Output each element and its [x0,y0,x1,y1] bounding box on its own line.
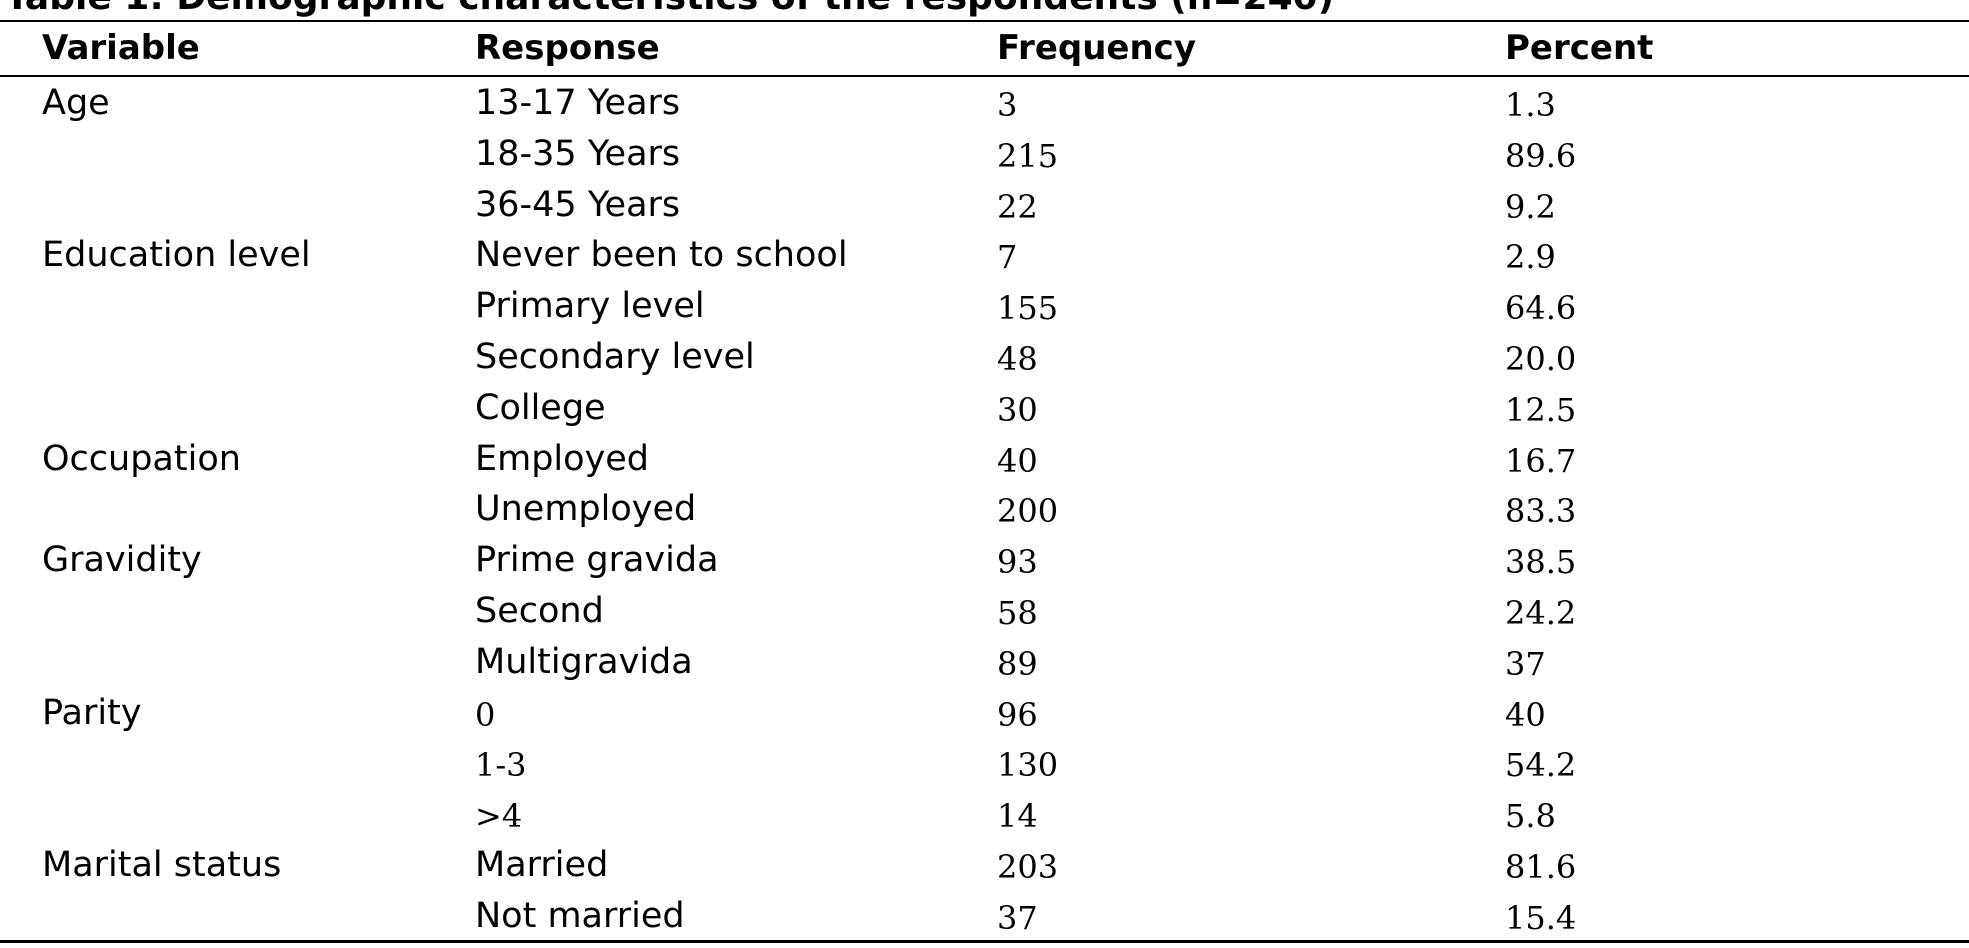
cell-response: Primary level [475,286,705,327]
cell-frequency: 89 [997,644,1038,683]
cell-frequency: 215 [997,136,1059,175]
cell-frequency: 30 [997,390,1038,429]
cell-response: Never been to school [475,235,848,276]
cell-response: 13-17 Years [475,83,681,123]
cell-frequency: 93 [997,543,1038,582]
cell-response: 18-35 Years [475,133,681,174]
cell-percent: 37 [1505,644,1546,683]
cell-frequency: 200 [997,492,1059,531]
cell-percent: 12.5 [1505,390,1577,429]
cell-frequency: 14 [997,797,1038,836]
cell-variable: Gravidity [42,540,202,581]
table-row: >4 14 5.8 [0,791,1969,842]
cell-frequency: 37 [997,898,1038,937]
cell-percent: 38.5 [1505,543,1577,582]
table-header: Variable Response Frequency Percent [0,22,1969,75]
cell-percent: 89.6 [1505,136,1577,175]
cell-percent: 40 [1505,695,1546,734]
table-row: 36-45 Years 22 9.2 [0,182,1969,233]
cell-response: Secondary level [475,336,755,377]
table-row: Second 58 24.2 [0,588,1969,639]
table-row: Multigravida 89 37 [0,639,1969,690]
cell-variable: Education level [42,235,311,276]
cell-percent: 1.3 [1505,86,1556,124]
table-header-rule [0,75,1969,77]
cell-variable: Age [42,83,110,123]
table-row: 1-3 130 54.2 [0,740,1969,791]
cell-frequency: 7 [997,238,1018,277]
cell-variable: Parity [42,692,142,733]
header-variable: Variable [42,28,200,68]
cell-response: Not married [475,895,685,936]
header-percent: Percent [1505,28,1654,68]
table-bottom-rule [0,940,1969,943]
cell-frequency: 3 [997,86,1018,124]
table-row: Unemployed 200 83.3 [0,486,1969,537]
cell-response: Employed [475,438,650,479]
cell-frequency: 40 [997,441,1038,480]
table-row: Gravidity Prime gravida 93 38.5 [0,537,1969,588]
cell-variable: Marital status [42,844,282,885]
cell-percent: 83.3 [1505,492,1577,531]
cell-frequency: 58 [997,593,1038,632]
cell-response: >4 [475,797,523,836]
cell-percent: 24.2 [1505,593,1577,632]
cell-frequency: 130 [997,746,1059,785]
cell-percent: 54.2 [1505,746,1577,785]
table-body: Age 13-17 Years 3 1.3 18-35 Years 215 89.6 36-4… [0,80,1969,944]
table-title: Table 1: Demographic characteristics of … [5,0,1334,18]
cell-percent: 9.2 [1505,187,1556,226]
cell-frequency: 155 [997,289,1059,328]
table-top-rule [0,20,1969,22]
cell-percent: 20.0 [1505,339,1577,378]
cell-frequency: 22 [997,187,1038,226]
table-row: Parity 0 96 40 [0,690,1969,741]
cell-percent: 15.4 [1505,898,1577,937]
cell-response: Married [475,844,609,885]
table-row: Age 13-17 Years 3 1.3 [0,80,1969,131]
cell-response: Second [475,590,604,631]
cell-response: Unemployed [475,489,697,530]
table-row: 18-35 Years 215 89.6 [0,131,1969,182]
cell-response: 36-45 Years [475,184,681,225]
cell-percent: 2.9 [1505,238,1556,277]
cell-variable: Occupation [42,438,241,479]
header-frequency: Frequency [997,28,1197,68]
table-row: Occupation Employed 40 16.7 [0,436,1969,487]
cell-response: Multigravida [475,641,693,682]
cell-percent: 16.7 [1505,441,1577,480]
cell-response: 0 [475,695,496,734]
table-row: Primary level 155 64.6 [0,283,1969,334]
cell-frequency: 96 [997,695,1038,734]
table-row: Not married 37 15.4 [0,893,1969,944]
cell-frequency: 203 [997,847,1059,886]
cell-response: Prime gravida [475,540,719,581]
header-response: Response [475,28,660,68]
cell-frequency: 48 [997,339,1038,378]
table-row: College 30 12.5 [0,385,1969,436]
cell-percent: 64.6 [1505,289,1577,328]
cell-response: College [475,387,606,428]
cell-percent: 81.6 [1505,847,1577,886]
table-row: Education level Never been to school 7 2.9 [0,232,1969,283]
cell-percent: 5.8 [1505,797,1556,836]
cell-response: 1-3 [475,746,527,785]
table-row: Marital status Married 203 81.6 [0,842,1969,893]
table-row: Secondary level 48 20.0 [0,334,1969,385]
